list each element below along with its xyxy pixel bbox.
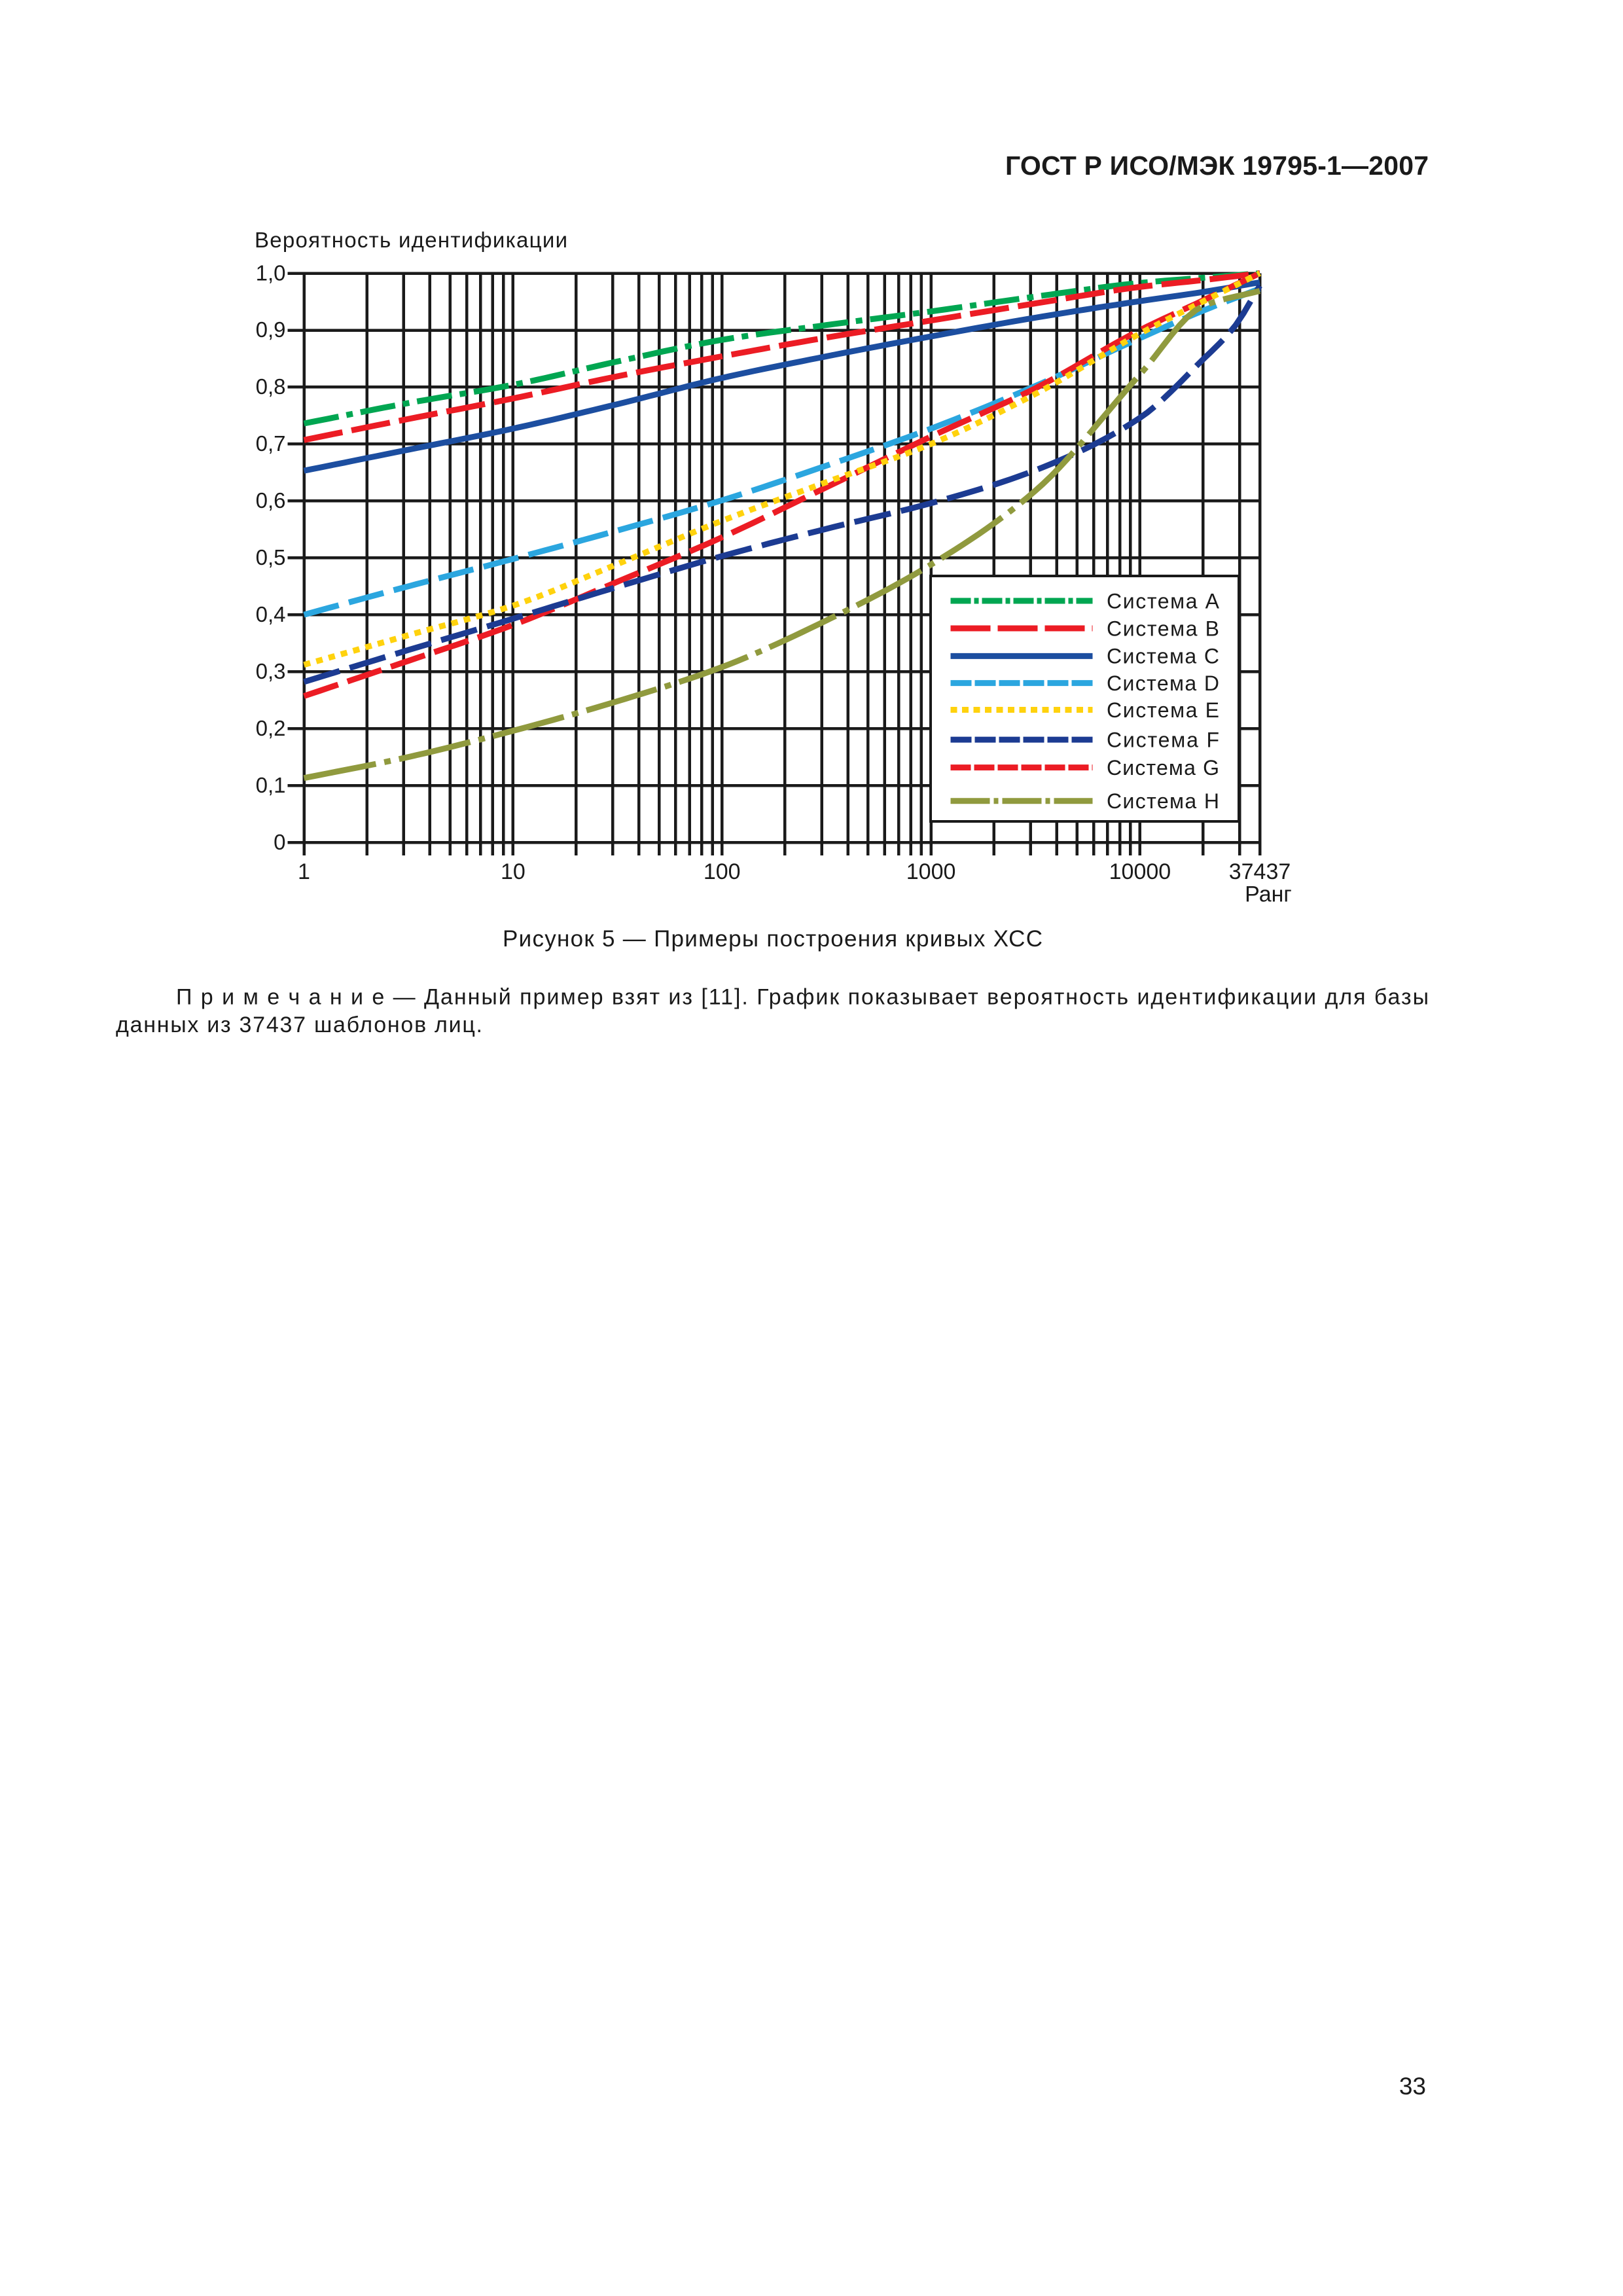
svg-text:1: 1 [298, 859, 310, 884]
svg-text:ГОСТ Р ИСО/МЭК 19795-1—2007: ГОСТ Р ИСО/МЭК 19795-1—2007 [1005, 151, 1429, 181]
svg-text:0,2: 0,2 [256, 716, 286, 740]
svg-text:Система В: Система В [1107, 617, 1219, 640]
svg-text:0,1: 0,1 [256, 773, 286, 797]
svg-text:Система Н: Система Н [1107, 789, 1219, 813]
svg-text:0,9: 0,9 [256, 317, 286, 342]
svg-text:Вероятность идентификации: Вероятность идентификации [255, 228, 567, 252]
svg-text:100: 100 [704, 859, 741, 884]
svg-text:37437: 37437 [1229, 859, 1291, 884]
svg-text:0,6: 0,6 [256, 488, 286, 512]
svg-text:П р и м е ч а н и е — Данный п: П р и м е ч а н и е — Данный пример взят… [176, 985, 1429, 1010]
svg-text:Система Е: Система Е [1107, 698, 1219, 722]
svg-text:Ранг: Ранг [1245, 882, 1292, 907]
svg-text:0: 0 [274, 830, 285, 854]
svg-text:10: 10 [501, 859, 526, 884]
svg-text:0,7: 0,7 [256, 431, 286, 456]
svg-text:Рисунок 5 — Примеры построения: Рисунок 5 — Примеры построения кривых ХС… [503, 926, 1043, 952]
svg-text:1000: 1000 [906, 859, 956, 884]
svg-text:33: 33 [1399, 2073, 1426, 2100]
svg-text:Система F: Система F [1107, 728, 1219, 751]
svg-text:Система С: Система С [1107, 645, 1219, 668]
svg-text:1,0: 1,0 [256, 260, 286, 285]
svg-text:Система G: Система G [1107, 756, 1219, 780]
svg-text:Система А: Система А [1107, 589, 1220, 613]
svg-text:данных из 37437 шаблонов лиц.: данных из 37437 шаблонов лиц. [116, 1013, 482, 1037]
svg-text:10000: 10000 [1109, 859, 1171, 884]
svg-text:0,8: 0,8 [256, 374, 286, 399]
svg-text:0,3: 0,3 [256, 659, 286, 683]
svg-text:0,4: 0,4 [256, 602, 286, 626]
svg-text:Система D: Система D [1107, 672, 1219, 695]
svg-text:0,5: 0,5 [256, 545, 286, 569]
